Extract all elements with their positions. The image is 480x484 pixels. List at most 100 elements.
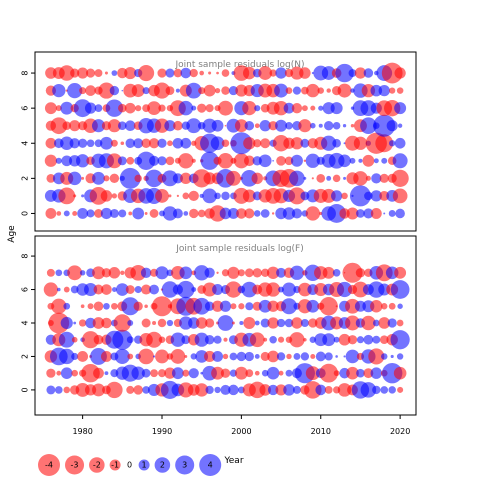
residual-bubble [124, 102, 136, 114]
residual-bubble [191, 287, 197, 292]
x-tick-label: 2020 [390, 427, 410, 436]
residual-bubble [283, 384, 295, 396]
residual-bubble [259, 120, 271, 132]
residual-bubble [281, 298, 297, 315]
residual-bubble [347, 335, 358, 345]
residual-bubble [82, 331, 100, 349]
residual-bubble [356, 209, 365, 218]
residual-bubble [133, 301, 143, 311]
residual-bubble [231, 321, 235, 325]
residual-bubble [318, 105, 324, 111]
panel-lognum-title: Joint sample residuals log(N) [174, 60, 304, 70]
residual-bubble [275, 384, 287, 396]
residual-bubble [67, 171, 82, 186]
residual-bubble [111, 302, 118, 310]
residual-bubble [289, 170, 305, 187]
residual-bubble [303, 159, 307, 163]
residual-bubble [149, 284, 159, 295]
residual-bubble [106, 153, 122, 169]
residual-bubble [157, 318, 167, 328]
residual-bubble [214, 386, 221, 394]
residual-bubble [146, 331, 163, 348]
residual-bubble [189, 208, 199, 219]
legend-bubble [109, 459, 121, 471]
residual-bubble [77, 351, 89, 362]
residual-bubble [321, 135, 337, 151]
residual-bubble [271, 212, 275, 215]
y-tick-label: 2 [21, 354, 30, 359]
residual-bubble [390, 280, 410, 299]
residual-bubble [164, 120, 176, 132]
residual-bubble [274, 83, 289, 98]
residual-bubble [375, 134, 394, 153]
residual-bubble [397, 303, 403, 309]
residual-bubble [197, 209, 206, 218]
residual-bubble [311, 72, 314, 75]
panel-logf: Joint sample residuals log(F) 0 2 4 6 8 [21, 235, 417, 416]
residual-bubble [332, 121, 341, 130]
panel-lognum-bubbles [44, 62, 409, 223]
residual-bubble [188, 190, 199, 202]
residual-bubble [363, 208, 374, 219]
residual-bubble [170, 332, 186, 347]
residual-bubble [301, 105, 308, 112]
residual-bubble [371, 173, 382, 184]
legend-label: -2 [93, 461, 101, 470]
residual-bubble [212, 351, 224, 362]
residual-bubble [324, 121, 334, 131]
residual-bubble [140, 267, 152, 279]
residual-bubble [87, 303, 94, 310]
residual-bubble [388, 210, 396, 217]
residual-bubble [286, 353, 292, 360]
legend-bubble [154, 457, 171, 473]
residual-bubble [275, 67, 287, 79]
residual-bubble [267, 300, 279, 312]
residual-bubble [234, 119, 248, 133]
residual-bubble [244, 155, 255, 167]
residual-bubble [213, 335, 222, 344]
residual-bubble [361, 315, 376, 331]
residual-bubble [368, 348, 385, 365]
residual-bubble [77, 208, 89, 219]
residual-bubble [305, 366, 320, 381]
residual-bubble [298, 282, 312, 297]
residual-bubble [128, 211, 133, 216]
residual-bubble [394, 266, 407, 279]
residual-bubble [275, 119, 288, 132]
residual-bubble [360, 100, 377, 117]
residual-bubble [56, 370, 62, 376]
residual-bubble [103, 175, 110, 182]
residual-bubble [261, 369, 269, 377]
residual-bubble [73, 194, 77, 198]
residual-bubble [217, 153, 234, 169]
residual-bubble [299, 67, 311, 79]
legend-bubble [199, 454, 222, 476]
residual-bubble [353, 171, 368, 186]
residual-bubble [221, 269, 230, 277]
residual-bubble [267, 350, 279, 363]
residual-bubble [120, 141, 125, 146]
residual-bubble [107, 119, 121, 133]
residual-bubble [362, 154, 375, 167]
residual-bubble [243, 317, 256, 329]
residual-bubble [195, 317, 208, 329]
residual-bubble [100, 190, 113, 202]
residual-bubble [244, 120, 255, 131]
residual-bubble [110, 139, 118, 147]
residual-bubble [161, 281, 179, 298]
residual-bubble [148, 138, 160, 149]
residual-bubble [285, 121, 293, 130]
residual-bubble [298, 119, 312, 133]
residual-bubble [342, 262, 363, 283]
residual-bubble [370, 367, 383, 379]
residual-bubble [338, 154, 351, 168]
residual-bubble [292, 385, 301, 394]
residual-bubble [394, 137, 406, 149]
residual-bubble [392, 188, 408, 204]
residual-bubble [396, 87, 404, 94]
residual-bubble [379, 173, 389, 183]
residual-bubble [293, 353, 301, 360]
residual-bubble [165, 156, 175, 166]
residual-bubble [181, 335, 191, 345]
residual-bubble [45, 137, 57, 149]
